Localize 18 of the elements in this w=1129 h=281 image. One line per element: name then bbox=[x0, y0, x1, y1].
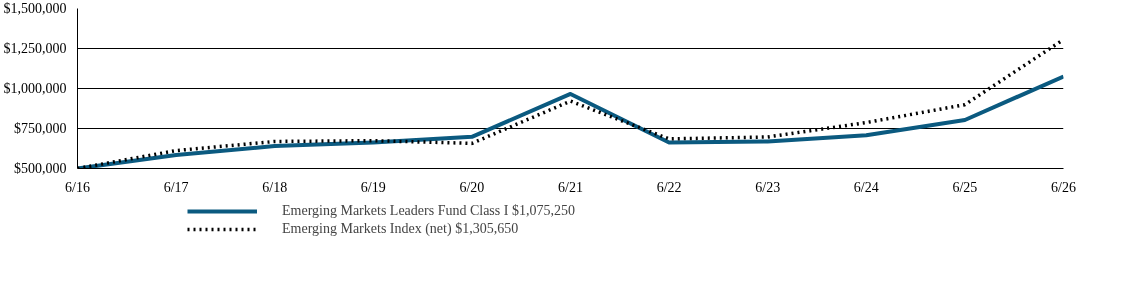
x-tick-label: 6/20 bbox=[459, 179, 485, 195]
legend-label: Emerging Markets Index (net) $1,305,650 bbox=[282, 221, 519, 237]
x-tick-label: 6/23 bbox=[755, 179, 781, 195]
x-tick-label: 6/19 bbox=[360, 179, 386, 195]
x-tick-label: 6/24 bbox=[853, 179, 879, 195]
y-tick-label: $1,500,000 bbox=[3, 1, 67, 16]
x-tick-label: 6/17 bbox=[163, 179, 189, 195]
x-tick-label: 6/18 bbox=[262, 179, 288, 195]
x-tick-label: 6/21 bbox=[558, 179, 583, 195]
y-tick-label: $1,250,000 bbox=[3, 41, 67, 56]
x-tick-label: 6/25 bbox=[952, 179, 978, 195]
legend-label: Emerging Markets Leaders Fund Class I $1,075,250 bbox=[282, 203, 575, 219]
y-tick-label: $1,000,000 bbox=[3, 81, 67, 96]
x-tick-label: 6/16 bbox=[65, 179, 90, 195]
y-tick-label: $500,000 bbox=[14, 161, 67, 176]
x-tick-label: 6/22 bbox=[656, 179, 682, 195]
x-tick-label: 6/26 bbox=[1051, 179, 1076, 195]
y-tick-label: $750,000 bbox=[14, 121, 67, 136]
